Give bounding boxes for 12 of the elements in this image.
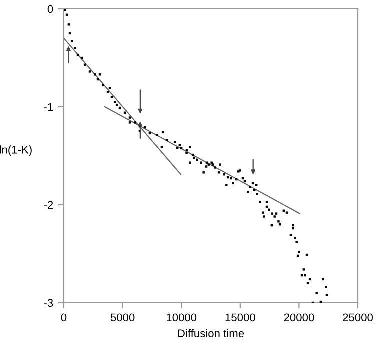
y-axis-title: ln(1-K) — [0, 146, 32, 156]
x-tick-label: 5000 — [110, 314, 135, 322]
x-tick-label: 0 — [61, 314, 67, 322]
y-tick-label: -3 — [44, 299, 54, 308]
y-tick-label: 0 — [48, 5, 54, 14]
x-tick-label: 25000 — [343, 314, 374, 322]
x-axis-title: Diffusion time — [178, 329, 244, 338]
x-tick-label: 15000 — [226, 314, 256, 322]
x-tick-label: 10000 — [167, 314, 197, 322]
y-tick-label: -1 — [44, 103, 54, 112]
x-tick-label: 20000 — [284, 314, 314, 322]
y-tick-label: -2 — [44, 201, 54, 210]
